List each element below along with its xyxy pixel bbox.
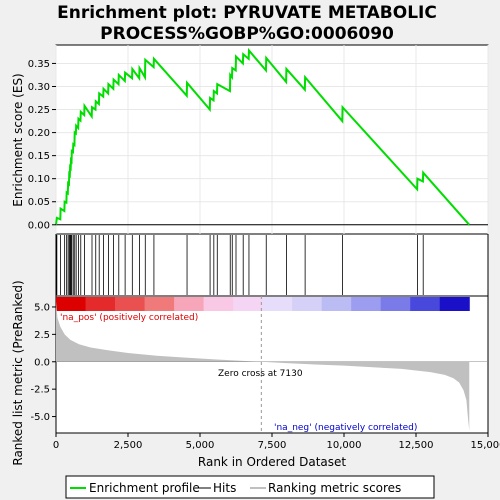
x-tick-label: 15,000: [471, 440, 500, 451]
x-tick-label: 5,000: [186, 440, 215, 451]
metric-y-tick-label: 2.5: [34, 330, 50, 341]
hits-layer: [56, 235, 424, 295]
rank-bar-segment: [56, 297, 87, 311]
es-curve: [55, 47, 471, 226]
metric-y-tick-label: -2.5: [30, 385, 50, 396]
es-y-tick-label: 0.05: [28, 197, 50, 208]
legend-es-label: Enrichment profile: [89, 481, 200, 495]
es-y-tick-label: 0.35: [28, 59, 50, 70]
x-tick-label: 2,500: [114, 440, 143, 451]
rank-bar-segment: [321, 297, 352, 311]
rank-bar-segment: [292, 297, 323, 311]
neg-correlated-label: 'na_neg' (negatively correlated): [274, 423, 417, 433]
x-axis-label: Rank in Ordered Dataset: [198, 455, 346, 469]
es-y-axis-label: Enrichment score (ES): [11, 73, 25, 206]
pos-correlated-label: 'na_pos' (positively correlated): [60, 313, 198, 323]
chart-title-line-2: PROCESS%GOBP%GO:0006090: [100, 24, 394, 44]
es-y-tick-label: 0.10: [28, 174, 50, 185]
rank-bar-segment: [174, 297, 205, 311]
axes-layer: 0.000.050.100.150.200.250.300.355.02.50.…: [28, 59, 500, 451]
metric-y-tick-label: 0.0: [34, 357, 50, 368]
metric-layer: [56, 296, 488, 433]
es-y-tick-label: 0.20: [28, 128, 50, 139]
rank-bar-segment: [262, 297, 293, 311]
rank-bar-segment: [144, 297, 175, 311]
legend: Enrichment profile Hits Ranking metric s…: [65, 475, 435, 499]
rank-bar-segment: [233, 297, 264, 311]
metric-y-tick-label: 5.0: [34, 302, 50, 313]
rank-color-bar: [56, 297, 470, 311]
rank-bar-segment: [85, 297, 116, 311]
rank-bar-segment: [203, 297, 234, 311]
x-tick-label: 10,000: [327, 440, 362, 451]
rank-bar-segment: [439, 297, 470, 311]
metric-y-tick-label: -5.0: [30, 412, 50, 423]
chart-title-line-1: Enrichment plot: PYRUVATE METABOLIC: [57, 3, 437, 23]
es-y-tick-label: 0.15: [28, 151, 50, 162]
rank-bar-segment: [410, 297, 441, 311]
legend-metric-label: Ranking metric scores: [268, 481, 401, 495]
hits-panel: [55, 233, 489, 297]
es-y-tick-label: 0.00: [28, 220, 50, 231]
es-y-tick-label: 0.30: [28, 82, 50, 93]
x-tick-label: 7,500: [258, 440, 287, 451]
rank-bar-segment: [380, 297, 411, 311]
x-tick-label: 12,500: [399, 440, 434, 451]
zero-cross-label: Zero cross at 7130: [218, 369, 303, 379]
rank-bar-segment: [115, 297, 146, 311]
rank-bar-segment: [351, 297, 382, 311]
ranking-metric-area: [56, 301, 470, 431]
es-y-tick-label: 0.25: [28, 105, 50, 116]
enrichment-profile-line: [55, 47, 471, 226]
metric-y-axis-label: Ranked list metric (PreRanked): [11, 280, 25, 465]
x-tick-label: 0: [53, 440, 59, 451]
legend-hit-label: Hits: [213, 481, 236, 495]
